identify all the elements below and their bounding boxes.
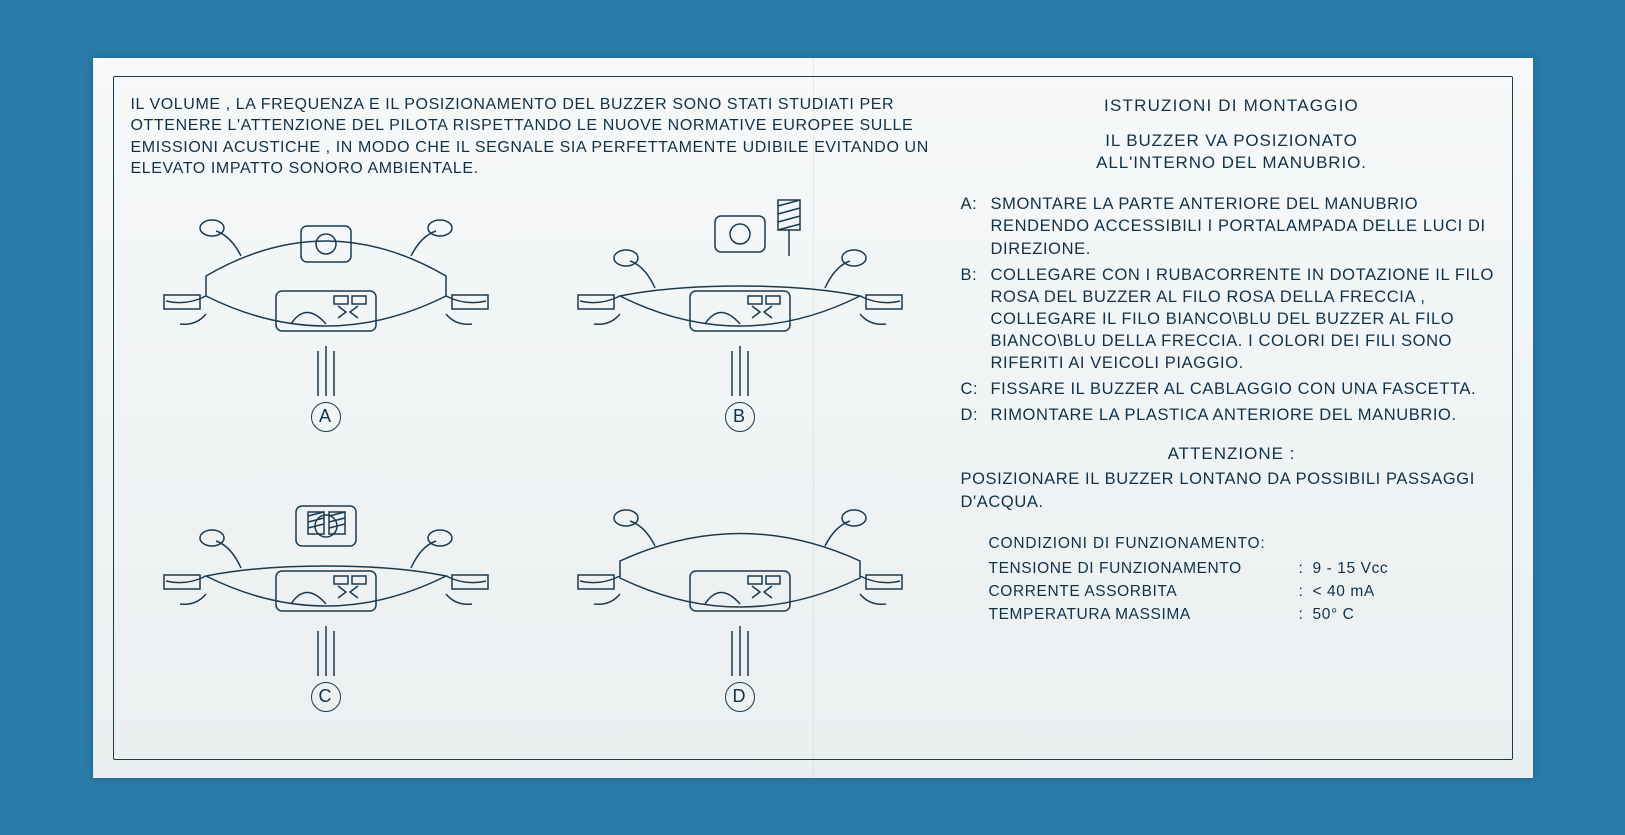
content-layout: IL VOLUME , LA FREQUENZA E IL POSIZIONAM… xyxy=(123,86,1503,754)
diagram-a: A xyxy=(129,196,523,470)
step-text: RIMONTARE LA PLASTICA ANTERIORE DEL MANU… xyxy=(991,404,1503,426)
scooter-handlebar-icon xyxy=(146,196,506,406)
step-d: D: RIMONTARE LA PLASTICA ANTERIORE DEL M… xyxy=(961,404,1503,426)
diagram-b: B xyxy=(543,196,937,470)
step-a: A: SMONTARE LA PARTE ANTERIORE DEL MANUB… xyxy=(961,193,1503,259)
right-column: ISTRUZIONI DI MONTAGGIO IL BUZZER VA POS… xyxy=(961,86,1503,754)
scooter-handlebar-wiring-icon xyxy=(146,476,506,686)
condition-label: TENSIONE DI FUNZIONAMENTO xyxy=(989,557,1299,580)
instruction-steps: A: SMONTARE LA PARTE ANTERIORE DEL MANUB… xyxy=(961,193,1503,430)
step-text: COLLEGARE CON I RUBACORRENTE IN DOTAZION… xyxy=(991,264,1503,375)
diagrams-grid: A xyxy=(123,190,943,754)
step-label: A: xyxy=(961,193,991,259)
condition-row: TEMPERATURA MASSIMA : 50° C xyxy=(989,603,1503,626)
step-b: B: COLLEGARE CON I RUBACORRENTE IN DOTAZ… xyxy=(961,264,1503,375)
step-c: C: FISSARE IL BUZZER AL CABLAGGIO CON UN… xyxy=(961,378,1503,400)
scooter-handlebar-closed-icon xyxy=(560,476,920,686)
diagram-d: D xyxy=(543,476,937,750)
step-label: B: xyxy=(961,264,991,375)
conditions-title: CONDIZIONI DI FUNZIONAMENTO: xyxy=(989,535,1503,553)
intro-paragraph: IL VOLUME , LA FREQUENZA E IL POSIZIONAM… xyxy=(131,94,939,180)
diagram-label-d: D xyxy=(725,682,755,712)
condition-separator: : xyxy=(1299,557,1313,580)
scooter-handlebar-open-icon xyxy=(560,196,920,406)
left-column: IL VOLUME , LA FREQUENZA E IL POSIZIONAM… xyxy=(123,86,943,754)
condition-label: TEMPERATURA MASSIMA xyxy=(989,603,1299,626)
step-text: SMONTARE LA PARTE ANTERIORE DEL MANUBRIO… xyxy=(991,193,1503,259)
condition-separator: : xyxy=(1299,580,1313,603)
attention-text: POSIZIONARE IL BUZZER LONTANO DA POSSIBI… xyxy=(961,468,1503,512)
attention-title: ATTENZIONE : xyxy=(961,444,1503,464)
condition-value: 9 - 15 Vcc xyxy=(1313,557,1503,580)
condition-row: TENSIONE DI FUNZIONAMENTO : 9 - 15 Vcc xyxy=(989,557,1503,580)
step-label: C: xyxy=(961,378,991,400)
condition-value: 50° C xyxy=(1313,603,1503,626)
condition-label: CORRENTE ASSORBITA xyxy=(989,580,1299,603)
condition-value: < 40 mA xyxy=(1313,580,1503,603)
condition-row: CORRENTE ASSORBITA : < 40 mA xyxy=(989,580,1503,603)
step-label: D: xyxy=(961,404,991,426)
diagram-label-a: A xyxy=(311,402,341,432)
instructions-title: ISTRUZIONI DI MONTAGGIO xyxy=(961,96,1503,116)
step-text: FISSARE IL BUZZER AL CABLAGGIO CON UNA F… xyxy=(991,378,1503,400)
diagram-label-b: B xyxy=(725,402,755,432)
diagram-c: C xyxy=(129,476,523,750)
instructions-subtitle: IL BUZZER VA POSIZIONATO ALL'INTERNO DEL… xyxy=(961,130,1503,176)
instruction-sheet: IL VOLUME , LA FREQUENZA E IL POSIZIONAM… xyxy=(93,58,1533,778)
condition-separator: : xyxy=(1299,603,1313,626)
diagram-label-c: C xyxy=(311,682,341,712)
